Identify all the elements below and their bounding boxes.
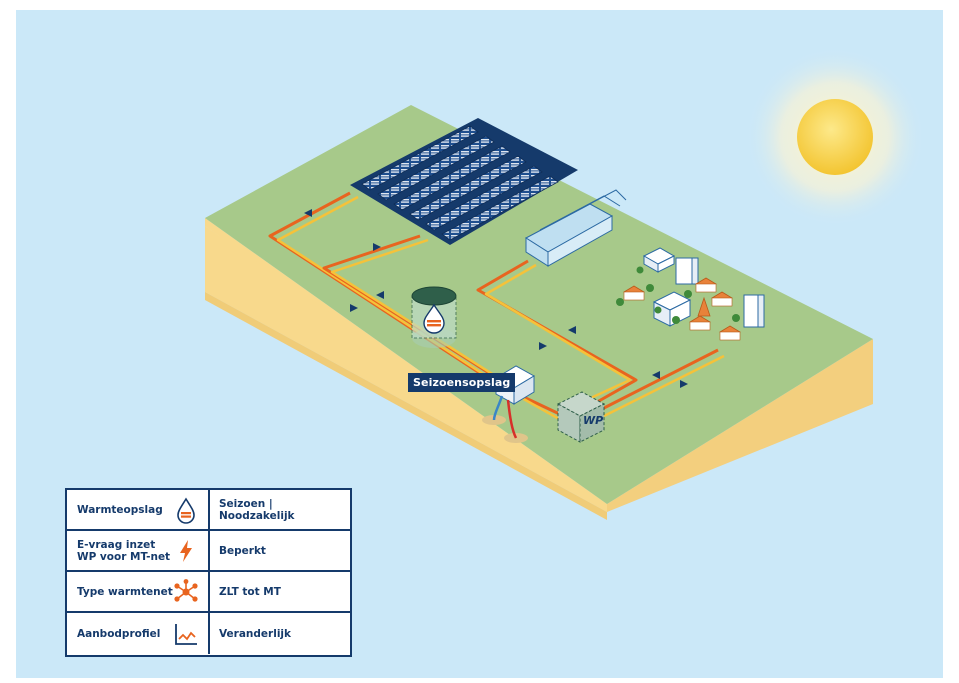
legend-value: Veranderlijk (219, 627, 292, 640)
legend-value: Seizoen | Noodzakelijk (219, 497, 295, 522)
apartment-building (642, 247, 676, 273)
lightning-icon (180, 539, 192, 562)
legend-row: E-vraag inzet WP voor MT-net Beperkt (67, 531, 350, 572)
legend-row: Type warmtenet ZLT t (67, 572, 350, 613)
seasonal-storage-tank (411, 286, 457, 348)
apartment-building (743, 294, 765, 328)
legend-key-label: Warmteopslag (77, 503, 163, 516)
legend-value: Beperkt (219, 544, 266, 557)
village (616, 247, 765, 341)
legend-key-cell: Type warmtenet (67, 572, 210, 611)
legend-key-label: Aanbodprofiel (77, 627, 161, 640)
network-nodes-icon (174, 578, 198, 602)
legend-row: Aanbodprofiel Veranderlijk (67, 613, 350, 654)
legend-table: Warmteopslag Seizoen | Noodzakelijk E-vr… (65, 488, 352, 657)
legend-value: ZLT tot MT (219, 585, 281, 598)
legend-key-cell: Warmteopslag (67, 490, 210, 529)
flow-arrows (304, 209, 688, 388)
greenhouse (525, 189, 627, 267)
water-drop-icon (423, 303, 445, 334)
trees (616, 266, 740, 324)
solar-panel-field (350, 118, 578, 245)
sun-icon (745, 47, 925, 227)
apartment-building (675, 257, 699, 285)
legend-key-cell: E-vraag inzet WP voor MT-net (67, 531, 210, 570)
line-chart-icon (175, 623, 197, 645)
seasonal-storage-callout: Seizoensopslag (408, 373, 516, 392)
heat-pump-label: WP (583, 414, 604, 427)
ground-block (205, 105, 873, 520)
legend-key-label: E-vraag inzet WP voor MT-net (77, 538, 171, 563)
water-drop-storage-icon (177, 496, 195, 524)
legend-row: Warmteopslag Seizoen | Noodzakelijk (67, 490, 350, 531)
heat-pump-box (556, 391, 606, 443)
legend-key-cell: Aanbodprofiel (67, 613, 210, 654)
legend-key-label: Type warmtenet (77, 585, 173, 598)
